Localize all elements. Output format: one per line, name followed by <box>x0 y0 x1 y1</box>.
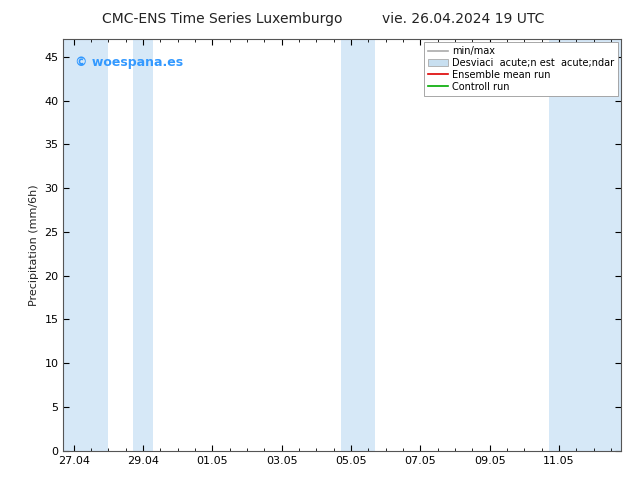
Bar <box>133 39 153 451</box>
Text: © woespana.es: © woespana.es <box>75 56 183 69</box>
Text: CMC-ENS Time Series Luxemburgo: CMC-ENS Time Series Luxemburgo <box>101 12 342 26</box>
Text: vie. 26.04.2024 19 UTC: vie. 26.04.2024 19 UTC <box>382 12 544 26</box>
Bar <box>340 39 375 451</box>
Bar <box>548 39 621 451</box>
Bar <box>63 39 108 451</box>
Y-axis label: Precipitation (mm/6h): Precipitation (mm/6h) <box>29 184 39 306</box>
Legend: min/max, Desviaci  acute;n est  acute;ndar, Ensemble mean run, Controll run: min/max, Desviaci acute;n est acute;ndar… <box>424 42 618 96</box>
